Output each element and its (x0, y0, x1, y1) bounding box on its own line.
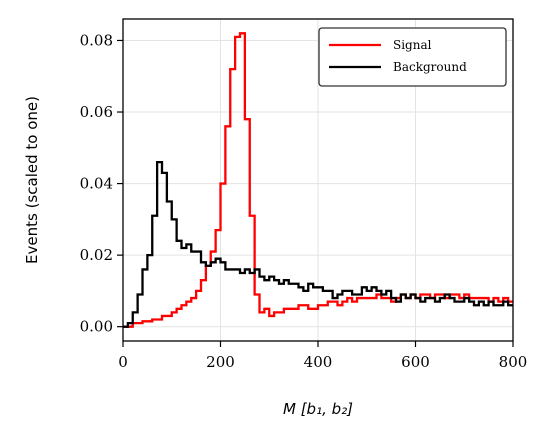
x-axis-label: M [b₁, b₂] (283, 400, 353, 418)
legend-box (318, 27, 507, 87)
y-tick-label: 0.06 (80, 103, 113, 121)
x-tick-label: 200 (206, 353, 235, 371)
x-tick-label: 600 (401, 353, 430, 371)
y-tick-label: 0.08 (80, 31, 113, 49)
y-axis-label: Events (scaled to one) (23, 96, 41, 264)
x-tick-label: 0 (118, 353, 128, 371)
legend: Signal Background (318, 27, 507, 87)
legend-label-signal: Signal (393, 38, 432, 52)
x-tick-label: 800 (499, 353, 528, 371)
legend-label-background: Background (393, 60, 467, 74)
y-tick-label: 0.04 (80, 175, 113, 193)
x-tick-label: 400 (304, 353, 333, 371)
y-tick-label: 0.02 (80, 246, 113, 264)
series-background-line (123, 160, 513, 328)
series-layer (123, 32, 513, 328)
ticks: 0 200 400 600 800 0.00 0.02 0.04 0.06 0.08 (80, 31, 528, 371)
y-tick-label: 0.00 (80, 318, 113, 336)
